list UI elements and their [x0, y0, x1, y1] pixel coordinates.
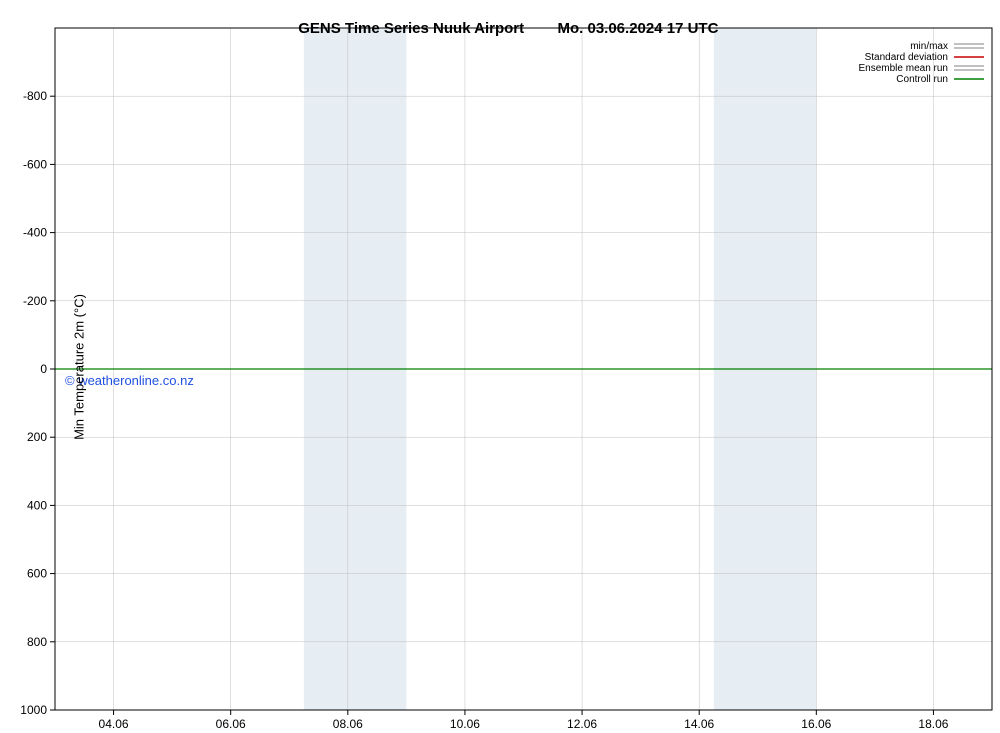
- y-tick-label: 1000: [20, 703, 47, 717]
- x-tick-label: 06.06: [216, 717, 246, 731]
- y-tick-label: -800: [23, 89, 47, 103]
- title-gap: [524, 20, 557, 37]
- chart-container: GENS Time Series Nuuk Airport Mo. 03.06.…: [0, 0, 1000, 733]
- x-tick-label: 14.06: [684, 717, 714, 731]
- title-right: Mo. 03.06.2024 17 UTC: [558, 20, 719, 37]
- y-tick-label: 0: [40, 362, 47, 376]
- title-left: GENS Time Series Nuuk Airport: [298, 20, 524, 37]
- y-tick-label: 600: [27, 567, 47, 581]
- y-tick-label: 400: [27, 498, 47, 512]
- x-tick-label: 12.06: [567, 717, 597, 731]
- y-tick-label: 800: [27, 635, 47, 649]
- y-tick-label: -400: [23, 226, 47, 240]
- legend-label: Controll run: [896, 74, 948, 85]
- y-tick-label: -600: [23, 157, 47, 171]
- legend-label: Ensemble mean run: [859, 63, 949, 74]
- y-axis-label: Min Temperature 2m (°C): [71, 294, 86, 440]
- x-tick-label: 16.06: [801, 717, 831, 731]
- x-tick-label: 10.06: [450, 717, 480, 731]
- x-tick-label: 18.06: [918, 717, 948, 731]
- chart-title: GENS Time Series Nuuk Airport Mo. 03.06.…: [0, 3, 1000, 54]
- y-tick-label: -200: [23, 294, 47, 308]
- x-tick-label: 04.06: [99, 717, 129, 731]
- chart-svg: -800 -600 -400 -200 0 200 400 600 800 1000 04.06 06…: [0, 0, 1000, 733]
- x-tick-label: 08.06: [333, 717, 363, 731]
- y-tick-label: 200: [27, 430, 47, 444]
